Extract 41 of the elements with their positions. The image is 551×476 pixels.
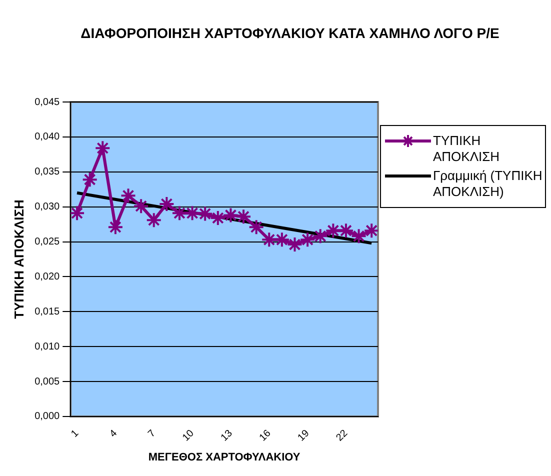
point	[210, 210, 226, 226]
y-tick-label: 0,005	[34, 376, 60, 388]
point	[94, 140, 111, 156]
point	[82, 172, 98, 188]
point	[350, 228, 367, 244]
y-tick-label: 0,030	[34, 202, 60, 213]
point	[222, 207, 239, 224]
y-tick-label: 0,020	[34, 271, 60, 282]
point	[300, 232, 316, 248]
point	[286, 236, 303, 253]
x-tick-label: 10	[180, 428, 197, 444]
y-tick-label: 0,035	[34, 166, 60, 178]
y-tick-label: 0,045	[34, 96, 60, 108]
y-axis-title: ΤΥΠΙΚΗ ΑΠΟΚΛΙΣΗ	[11, 200, 26, 319]
point	[312, 228, 328, 244]
x-tick-label: 7	[146, 428, 158, 440]
point	[107, 219, 124, 236]
point	[248, 219, 264, 236]
point	[158, 196, 175, 212]
x-tick-label: 16	[258, 428, 274, 444]
x-tick-label: 22	[334, 428, 350, 444]
y-tick-label: 0,010	[34, 341, 60, 352]
y-tick-label: 0,040	[34, 132, 60, 143]
y-tick-label: 0,015	[34, 306, 60, 318]
point	[133, 198, 150, 214]
x-tick-label: 1	[69, 428, 82, 440]
point	[236, 208, 252, 225]
legend-label: ΤΥΠΙΚΗ ΑΠΟΚΛΙΣΗ	[433, 133, 501, 165]
y-tick-label: 0,025	[34, 236, 60, 248]
point	[120, 188, 136, 204]
point	[197, 206, 214, 222]
point	[70, 205, 86, 222]
x-axis-title: ΜΕΓΕΘΟΣ ΧΑΡΤΟΦΥΛΑΚΙΟΥ	[148, 451, 301, 464]
legend-label: Γραμμική (ΤΥΠΙΚΗ ΑΠΟΚΛΙΣΗ)	[433, 168, 543, 200]
point	[146, 212, 162, 228]
x-tick-label: 13	[219, 428, 236, 444]
chart-title: ΔΙΑΦΟΡΟΠΟΙΗΣΗ ΧΑΡΤΟΦΥΛΑΚΙΟΥ ΚΑΤΑ ΧΑΜΗΛΟ ΛΟΓΟ P/E	[80, 24, 500, 43]
point	[171, 205, 188, 222]
x-tick-label: 19	[296, 428, 312, 444]
y-tick-label: 0,000	[34, 411, 60, 422]
x-tick-label: 4	[108, 428, 120, 440]
